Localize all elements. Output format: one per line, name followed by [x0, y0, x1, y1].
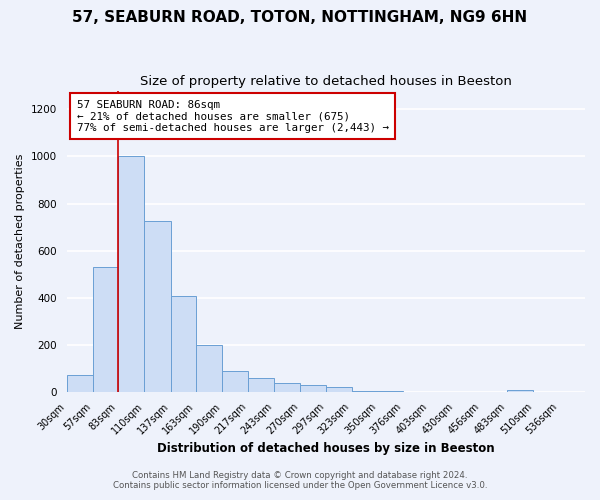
Title: Size of property relative to detached houses in Beeston: Size of property relative to detached ho…: [140, 75, 512, 88]
Bar: [248, 378, 274, 392]
Bar: [300, 385, 326, 392]
Text: 57 SEABURN ROAD: 86sqm
← 21% of detached houses are smaller (675)
77% of semi-de: 57 SEABURN ROAD: 86sqm ← 21% of detached…: [77, 100, 389, 133]
Y-axis label: Number of detached properties: Number of detached properties: [15, 154, 25, 329]
Bar: [67, 376, 93, 392]
Bar: [93, 267, 118, 392]
Bar: [118, 156, 145, 392]
Bar: [274, 383, 300, 392]
Bar: [507, 390, 533, 392]
Bar: [326, 387, 352, 392]
Bar: [196, 346, 222, 392]
Bar: [352, 390, 378, 392]
Bar: [222, 370, 248, 392]
Text: 57, SEABURN ROAD, TOTON, NOTTINGHAM, NG9 6HN: 57, SEABURN ROAD, TOTON, NOTTINGHAM, NG9…: [73, 10, 527, 25]
Bar: [378, 390, 403, 392]
X-axis label: Distribution of detached houses by size in Beeston: Distribution of detached houses by size …: [157, 442, 494, 455]
Text: Contains HM Land Registry data © Crown copyright and database right 2024.
Contai: Contains HM Land Registry data © Crown c…: [113, 470, 487, 490]
Bar: [145, 221, 170, 392]
Bar: [170, 296, 196, 392]
